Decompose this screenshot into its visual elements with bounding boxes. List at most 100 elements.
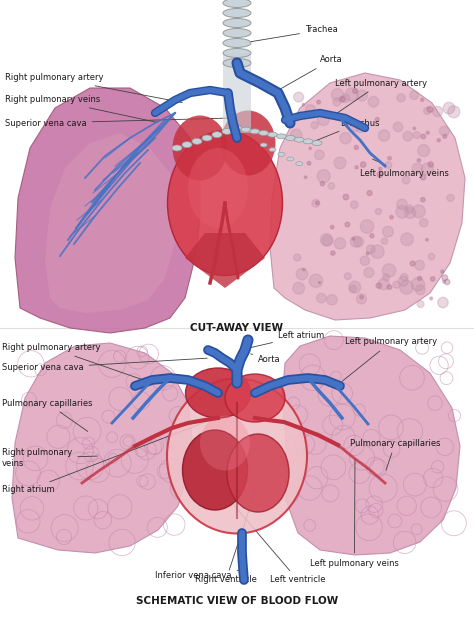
Circle shape [437,138,440,142]
Circle shape [306,104,315,114]
Circle shape [421,98,424,101]
Ellipse shape [303,139,313,144]
Text: Left pulmonary artery: Left pulmonary artery [342,337,437,381]
Circle shape [364,268,374,277]
Ellipse shape [192,138,202,145]
Circle shape [304,176,307,179]
Circle shape [405,208,416,218]
Polygon shape [12,343,192,553]
Circle shape [294,92,303,102]
Text: Bronchus: Bronchus [312,119,380,142]
Circle shape [397,93,405,102]
Circle shape [401,233,413,245]
Circle shape [345,222,350,227]
Text: SCHEMATIC VIEW OF BLOOD FLOW: SCHEMATIC VIEW OF BLOOD FLOW [136,596,338,606]
Ellipse shape [294,137,304,142]
Ellipse shape [173,116,228,180]
Ellipse shape [223,9,251,17]
Ellipse shape [188,148,248,228]
Circle shape [402,176,410,184]
Circle shape [418,276,422,281]
Circle shape [312,200,319,207]
Ellipse shape [182,430,247,510]
Circle shape [382,238,388,244]
Ellipse shape [222,129,232,134]
Circle shape [387,285,392,289]
Ellipse shape [276,134,286,139]
Circle shape [317,294,326,303]
Circle shape [316,201,319,205]
Circle shape [379,167,382,171]
Circle shape [334,238,346,249]
Circle shape [397,199,407,210]
Circle shape [340,96,346,102]
Circle shape [393,281,400,288]
Circle shape [354,145,358,150]
Circle shape [428,162,433,167]
Circle shape [303,268,305,271]
Ellipse shape [225,374,285,422]
Ellipse shape [223,59,251,67]
Text: Superior vena cava: Superior vena cava [2,358,207,373]
Text: Left ventricle: Left ventricle [217,485,326,585]
Circle shape [355,166,358,169]
Circle shape [443,281,445,283]
Circle shape [413,132,420,138]
Circle shape [371,245,384,258]
Ellipse shape [182,142,192,148]
Circle shape [447,194,454,201]
Circle shape [401,273,408,281]
Circle shape [366,252,369,255]
Circle shape [291,129,302,140]
Circle shape [441,270,444,273]
Circle shape [320,182,325,186]
Circle shape [334,157,346,169]
Circle shape [421,198,425,202]
Circle shape [360,295,364,299]
Circle shape [349,281,361,293]
Circle shape [375,117,379,121]
Circle shape [322,235,333,246]
Circle shape [319,282,320,284]
Circle shape [439,126,449,136]
Circle shape [383,274,390,281]
Ellipse shape [296,162,303,166]
Text: Superior vena cava: Superior vena cava [5,118,229,127]
Circle shape [348,119,361,132]
Circle shape [415,260,424,270]
Circle shape [320,234,333,246]
Circle shape [366,245,375,253]
Circle shape [438,297,448,308]
Ellipse shape [202,135,212,141]
Ellipse shape [223,38,251,48]
Circle shape [412,163,423,174]
Circle shape [350,201,358,208]
Circle shape [293,282,304,294]
Circle shape [354,237,364,247]
Circle shape [383,264,396,277]
Text: Right ventricle: Right ventricle [195,486,257,585]
Ellipse shape [259,130,269,135]
Circle shape [426,239,428,241]
Ellipse shape [269,148,276,151]
Circle shape [443,103,455,114]
Circle shape [330,226,334,229]
Circle shape [340,132,351,144]
Circle shape [367,190,372,195]
Circle shape [421,134,426,139]
Polygon shape [282,336,460,555]
Circle shape [309,147,311,150]
Circle shape [370,234,374,238]
Ellipse shape [287,157,294,161]
Circle shape [417,159,420,162]
Circle shape [302,103,304,106]
Text: Left atrium: Left atrium [243,331,324,349]
Circle shape [383,226,393,237]
Circle shape [294,254,301,261]
Circle shape [360,256,370,265]
Circle shape [413,127,416,130]
Ellipse shape [200,415,250,470]
Circle shape [420,175,426,180]
Ellipse shape [232,125,242,130]
Circle shape [410,261,415,266]
